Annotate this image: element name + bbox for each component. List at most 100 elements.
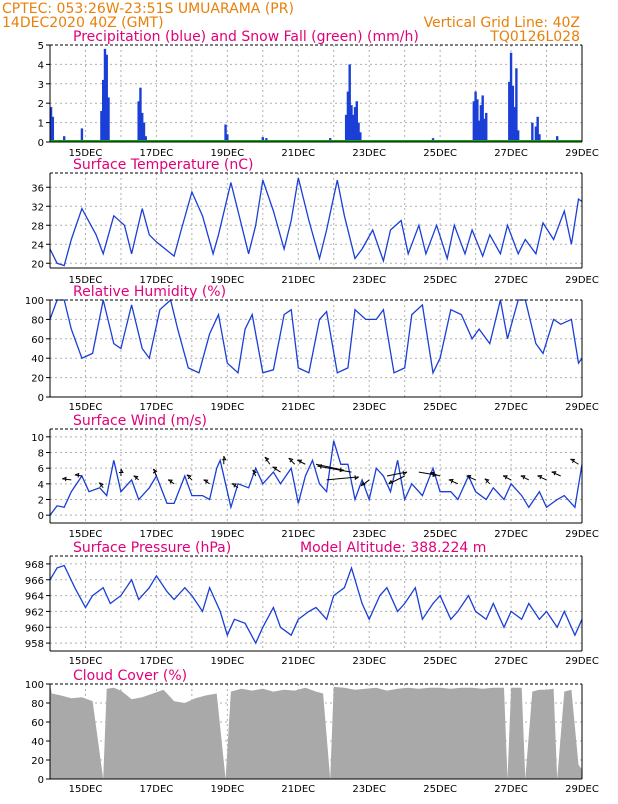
x-tick-label: 21DEC bbox=[281, 402, 315, 413]
y-tick-label: 6 bbox=[38, 464, 44, 475]
precip-bar bbox=[508, 81, 511, 142]
precip-bar bbox=[344, 114, 348, 142]
precip-bar bbox=[49, 107, 53, 142]
x-tick-label: 23DEC bbox=[352, 402, 386, 413]
panel-5: Surface Pressure (hPa) Model Altitude: 38… bbox=[25, 540, 599, 667]
panel-2: Surface Temperature (nC) 20 24 28 32 36 15DEC 1… bbox=[31, 157, 599, 286]
y-tick-label: 8 bbox=[38, 449, 44, 460]
x-tick-label: 19DEC bbox=[210, 784, 244, 795]
wind-arrow-head bbox=[448, 478, 454, 484]
precip-bar bbox=[107, 97, 110, 142]
y-tick-label: 964 bbox=[25, 592, 44, 603]
wind-arrow bbox=[448, 479, 459, 485]
precip-bar bbox=[355, 101, 358, 142]
panel-title: Surface Temperature (nC) bbox=[73, 157, 254, 173]
header-location: CPTEC: 053:26W-23:51S UMUARAMA (PR) bbox=[2, 1, 294, 17]
wind-arrow bbox=[326, 476, 359, 481]
precip-bar bbox=[531, 122, 534, 142]
x-tick-label: 21DEC bbox=[281, 275, 315, 286]
y-tick-label: 1 bbox=[38, 119, 44, 130]
wind-arrow-head bbox=[272, 466, 278, 471]
header-date: 14DEC2020 40Z (GMT) bbox=[2, 15, 164, 31]
wind-arrow-head bbox=[402, 470, 408, 476]
precip-bar bbox=[80, 128, 84, 142]
x-tick-label: 25DEC bbox=[423, 402, 457, 413]
wind-arrow-head bbox=[430, 471, 435, 476]
y-tick-label: 20 bbox=[31, 756, 44, 767]
y-tick-label: 0 bbox=[38, 393, 44, 404]
wind-arrow bbox=[272, 466, 281, 473]
x-tick-label: 17DEC bbox=[140, 148, 174, 159]
y-tick-label: 0 bbox=[38, 138, 44, 149]
panel-4: Surface Wind (m/s) 0 2 4 6 8 10 15DEC 17DEC 19DEC… bbox=[31, 413, 599, 540]
x-tick-label: 15DEC bbox=[69, 656, 103, 667]
precip-bar bbox=[141, 112, 144, 142]
precip-bar bbox=[509, 52, 513, 143]
wind-arrow bbox=[429, 472, 441, 477]
x-tick-label: 21DEC bbox=[281, 148, 315, 159]
wind-arrow-head bbox=[288, 457, 294, 463]
precip-bar bbox=[350, 105, 353, 142]
precip-bar bbox=[555, 136, 559, 142]
x-tick-label: 15DEC bbox=[69, 784, 103, 795]
x-tick-label: 17DEC bbox=[140, 275, 174, 286]
panel-title: Precipitation (blue) and Snow Fall (gree… bbox=[73, 29, 419, 45]
precip-bar bbox=[261, 137, 264, 142]
wind-arrow-head bbox=[388, 479, 394, 485]
wind-arrow-head bbox=[354, 475, 359, 481]
x-tick-label: 23DEC bbox=[352, 275, 386, 286]
wind-arrow bbox=[570, 458, 579, 465]
precip-bar bbox=[483, 118, 486, 142]
wind-arrow-head bbox=[168, 479, 173, 484]
x-tick-label: 19DEC bbox=[210, 275, 244, 286]
y-tick-label: 100 bbox=[25, 296, 44, 307]
x-tick-label: 15DEC bbox=[69, 148, 103, 159]
wind-arrow-head bbox=[520, 475, 526, 480]
wind-arrow bbox=[537, 475, 547, 481]
precip-bar bbox=[534, 126, 538, 142]
panel-annotation: Model Altitude: 388.224 m bbox=[300, 540, 486, 556]
wind-arrow bbox=[288, 457, 296, 465]
x-tick-label: 17DEC bbox=[140, 784, 174, 795]
wind-arrow bbox=[551, 471, 561, 477]
x-tick-label: 27DEC bbox=[494, 148, 528, 159]
header-grid-note: Vertical Grid Line: 40Z bbox=[424, 15, 580, 31]
precip-bar bbox=[357, 122, 360, 142]
cloud-area bbox=[50, 684, 582, 779]
y-tick-label: 80 bbox=[31, 315, 44, 326]
panel-6: Cloud Cover (%) 0 20 40 60 80 100 15DEC 17DEC 19D… bbox=[25, 668, 599, 795]
y-tick-label: 60 bbox=[31, 718, 44, 729]
y-tick-label: 4 bbox=[38, 60, 44, 71]
series-line bbox=[49, 564, 583, 645]
x-tick-label: 25DEC bbox=[423, 529, 457, 540]
y-tick-label: 968 bbox=[25, 560, 44, 571]
wind-arrow-head bbox=[537, 475, 543, 480]
y-tick-label: 3 bbox=[38, 80, 44, 91]
series-line bbox=[49, 440, 583, 516]
wind-arrow-head bbox=[252, 469, 257, 475]
y-tick-label: 60 bbox=[31, 335, 44, 346]
precip-bar bbox=[513, 107, 516, 142]
precip-bar bbox=[226, 134, 229, 142]
x-tick-label: 23DEC bbox=[352, 529, 386, 540]
x-tick-label: 29DEC bbox=[565, 784, 599, 795]
wind-arrow-head bbox=[484, 478, 490, 484]
x-tick-label: 25DEC bbox=[423, 148, 457, 159]
precip-bar bbox=[515, 68, 518, 142]
wind-arrow-head bbox=[203, 479, 209, 484]
wind-arrow-head bbox=[152, 468, 158, 474]
x-tick-label: 29DEC bbox=[565, 402, 599, 413]
wind-arrow-head bbox=[570, 458, 576, 463]
precip-bar bbox=[538, 134, 541, 142]
y-tick-label: 20 bbox=[31, 259, 44, 270]
wind-arrow-head bbox=[99, 482, 104, 488]
x-tick-label: 15DEC bbox=[69, 275, 103, 286]
precip-bar bbox=[536, 116, 539, 142]
x-tick-label: 19DEC bbox=[210, 402, 244, 413]
wind-arrow bbox=[360, 479, 370, 487]
precip-bar bbox=[348, 64, 351, 142]
y-tick-label: 2 bbox=[38, 99, 44, 110]
y-tick-label: 20 bbox=[31, 374, 44, 385]
series-line bbox=[49, 298, 583, 375]
wind-arrow bbox=[317, 465, 352, 473]
